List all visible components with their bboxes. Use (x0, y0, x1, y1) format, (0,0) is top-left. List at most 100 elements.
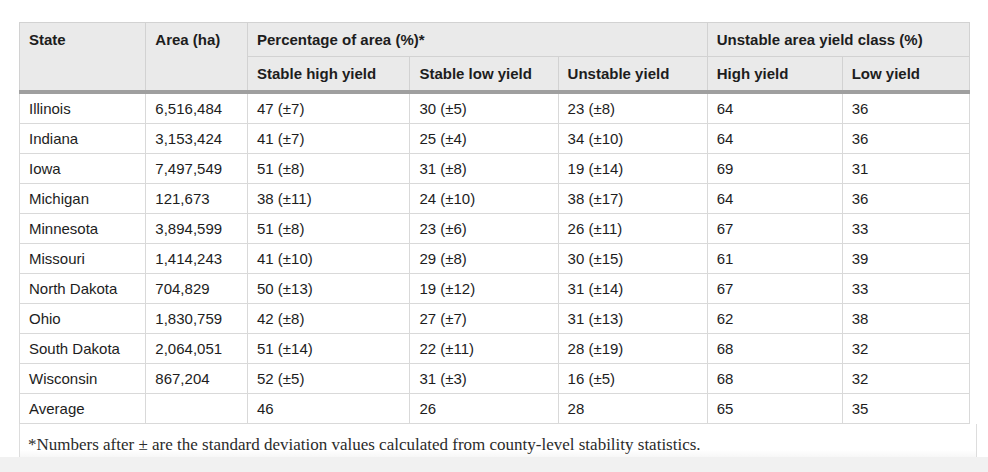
cell-stable-high-yield: 42 (±8) (247, 304, 409, 334)
table-row: South Dakota 2,064,051 51 (±14) 22 (±11)… (20, 334, 970, 364)
cell-area: 6,516,484 (146, 92, 248, 124)
cell-low-yield: 36 (842, 184, 969, 214)
cell-area: 1,830,759 (146, 304, 248, 334)
table-row: Wisconsin 867,204 52 (±5) 31 (±3) 16 (±5… (20, 364, 970, 394)
cell-state: Illinois (20, 92, 146, 124)
cell-stable-high-yield: 51 (±8) (247, 154, 409, 184)
cell-low-yield: 39 (842, 244, 969, 274)
cell-low-yield: 36 (842, 92, 969, 124)
cell-state: Minnesota (20, 214, 146, 244)
cell-stable-high-yield: 38 (±11) (247, 184, 409, 214)
header-group-row: State Area (ha) Percentage of area (%)* … (20, 23, 970, 57)
cell-stable-high-yield: 41 (±10) (247, 244, 409, 274)
cell-high-yield: 67 (707, 274, 842, 304)
column-group-unstable-area-yield-class: Unstable area yield class (%) (707, 23, 969, 57)
cell-state: Missouri (20, 244, 146, 274)
table-row: North Dakota 704,829 50 (±13) 19 (±12) 3… (20, 274, 970, 304)
page-bottom-strip (0, 457, 988, 472)
table-row: Michigan 121,673 38 (±11) 24 (±10) 38 (±… (20, 184, 970, 214)
cell-stable-high-yield: 51 (±14) (247, 334, 409, 364)
cell-stable-low-yield: 24 (±10) (410, 184, 558, 214)
cell-unstable-yield: 26 (±11) (558, 214, 707, 244)
cell-low-yield: 32 (842, 364, 969, 394)
table-row: Average 46 26 28 65 35 (20, 394, 970, 424)
cell-low-yield: 33 (842, 214, 969, 244)
cell-unstable-yield: 34 (±10) (558, 124, 707, 154)
cell-low-yield: 31 (842, 154, 969, 184)
cell-stable-low-yield: 31 (±3) (410, 364, 558, 394)
cell-high-yield: 68 (707, 334, 842, 364)
state-yield-stability-table: State Area (ha) Percentage of area (%)* … (19, 22, 970, 424)
cell-low-yield: 32 (842, 334, 969, 364)
table-header: State Area (ha) Percentage of area (%)* … (20, 23, 970, 93)
cell-low-yield: 36 (842, 124, 969, 154)
column-group-percentage-of-area: Percentage of area (%)* (247, 23, 707, 57)
column-header-area: Area (ha) (146, 23, 248, 93)
cell-area: 704,829 (146, 274, 248, 304)
cell-high-yield: 64 (707, 92, 842, 124)
table-row: Minnesota 3,894,599 51 (±8) 23 (±6) 26 (… (20, 214, 970, 244)
cell-high-yield: 62 (707, 304, 842, 334)
column-header-unstable-yield: Unstable yield (558, 57, 707, 93)
cell-area: 7,497,549 (146, 154, 248, 184)
column-header-state: State (20, 23, 146, 93)
table-row: Missouri 1,414,243 41 (±10) 29 (±8) 30 (… (20, 244, 970, 274)
cell-state: Indiana (20, 124, 146, 154)
cell-high-yield: 64 (707, 184, 842, 214)
cell-stable-low-yield: 27 (±7) (410, 304, 558, 334)
cell-low-yield: 38 (842, 304, 969, 334)
table-row: Iowa 7,497,549 51 (±8) 31 (±8) 19 (±14) … (20, 154, 970, 184)
cell-area: 3,894,599 (146, 214, 248, 244)
cell-stable-high-yield: 47 (±7) (247, 92, 409, 124)
cell-area: 3,153,424 (146, 124, 248, 154)
cell-stable-high-yield: 46 (247, 394, 409, 424)
table-body: Illinois 6,516,484 47 (±7) 30 (±5) 23 (±… (20, 92, 970, 424)
cell-stable-high-yield: 50 (±13) (247, 274, 409, 304)
cell-low-yield: 33 (842, 274, 969, 304)
cell-area: 867,204 (146, 364, 248, 394)
cell-unstable-yield: 28 (558, 394, 707, 424)
cell-state: Average (20, 394, 146, 424)
cell-stable-low-yield: 31 (±8) (410, 154, 558, 184)
cell-state: Michigan (20, 184, 146, 214)
cell-state: Wisconsin (20, 364, 146, 394)
cell-stable-high-yield: 52 (±5) (247, 364, 409, 394)
cell-unstable-yield: 28 (±19) (558, 334, 707, 364)
cell-high-yield: 61 (707, 244, 842, 274)
stability-table-panel: State Area (ha) Percentage of area (%)* … (19, 22, 977, 468)
cell-stable-low-yield: 22 (±11) (410, 334, 558, 364)
cell-unstable-yield: 38 (±17) (558, 184, 707, 214)
cell-stable-low-yield: 23 (±6) (410, 214, 558, 244)
cell-unstable-yield: 19 (±14) (558, 154, 707, 184)
cell-state: South Dakota (20, 334, 146, 364)
cell-unstable-yield: 31 (±14) (558, 274, 707, 304)
cell-stable-low-yield: 26 (410, 394, 558, 424)
column-header-stable-low-yield: Stable low yield (410, 57, 558, 93)
table-row: Ohio 1,830,759 42 (±8) 27 (±7) 31 (±13) … (20, 304, 970, 334)
column-header-low-yield: Low yield (842, 57, 969, 93)
cell-area: 2,064,051 (146, 334, 248, 364)
cell-low-yield: 35 (842, 394, 969, 424)
cell-high-yield: 69 (707, 154, 842, 184)
cell-area: 1,414,243 (146, 244, 248, 274)
cell-high-yield: 65 (707, 394, 842, 424)
cell-high-yield: 67 (707, 214, 842, 244)
cell-state: Iowa (20, 154, 146, 184)
cell-stable-low-yield: 29 (±8) (410, 244, 558, 274)
cell-unstable-yield: 30 (±15) (558, 244, 707, 274)
cell-high-yield: 68 (707, 364, 842, 394)
column-header-stable-high-yield: Stable high yield (247, 57, 409, 93)
column-header-high-yield: High yield (707, 57, 842, 93)
cell-stable-low-yield: 19 (±12) (410, 274, 558, 304)
cell-stable-low-yield: 30 (±5) (410, 92, 558, 124)
cell-area: 121,673 (146, 184, 248, 214)
cell-area (146, 394, 248, 424)
cell-stable-high-yield: 41 (±7) (247, 124, 409, 154)
cell-state: Ohio (20, 304, 146, 334)
table-row: Indiana 3,153,424 41 (±7) 25 (±4) 34 (±1… (20, 124, 970, 154)
table-row: Illinois 6,516,484 47 (±7) 30 (±5) 23 (±… (20, 92, 970, 124)
cell-unstable-yield: 16 (±5) (558, 364, 707, 394)
cell-unstable-yield: 23 (±8) (558, 92, 707, 124)
cell-stable-high-yield: 51 (±8) (247, 214, 409, 244)
cell-state: North Dakota (20, 274, 146, 304)
